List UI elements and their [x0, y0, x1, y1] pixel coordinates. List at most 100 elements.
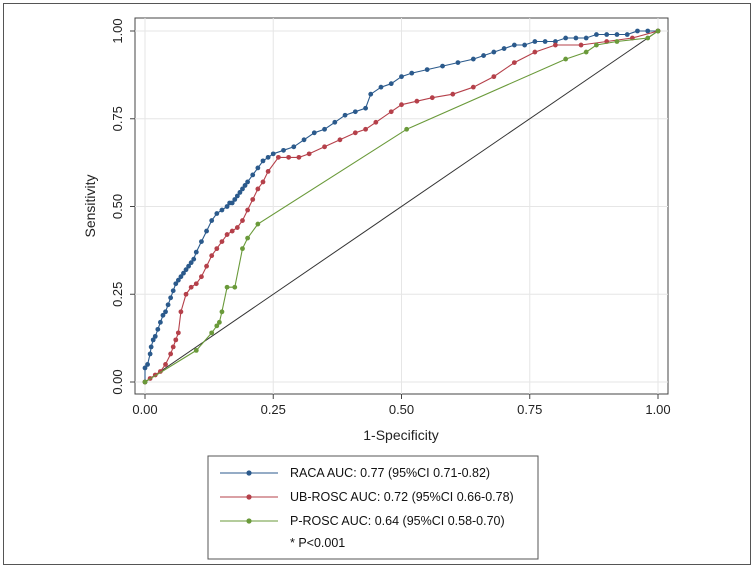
reference-line	[144, 30, 659, 383]
point-raca-35	[242, 183, 248, 188]
point-ub-rosc-18	[224, 232, 230, 237]
y-tick-label-3: 0.75	[110, 106, 125, 131]
point-ub-rosc-14	[204, 263, 209, 269]
point-raca-71	[594, 32, 599, 37]
x-tick-label-1: 0.25	[261, 402, 286, 417]
point-raca-63	[511, 42, 517, 48]
point-raca-60	[481, 53, 486, 58]
point-raca-1	[142, 365, 148, 371]
axes: 0.00 0.25 0.50 0.75 1.00 0.00 0.25 0.50 0.75 1.00	[110, 18, 671, 417]
point-raca-5	[150, 337, 156, 343]
point-raca-23	[199, 239, 204, 245]
point-raca-28	[224, 204, 230, 209]
point-raca-47	[332, 119, 338, 125]
point-ub-rosc-35	[373, 119, 379, 125]
x-tick-label-0: 0.00	[132, 402, 157, 417]
point-raca-57	[440, 63, 445, 69]
point-ub-rosc-25	[260, 179, 266, 185]
point-raca-37	[250, 172, 256, 178]
point-raca-33	[237, 190, 243, 195]
point-ub-rosc-6	[170, 344, 176, 350]
point-raca-13	[170, 288, 176, 294]
legend-entry-p-rosc: P-ROSC AUC: 0.64 (95%CI 0.58-0.70)	[220, 514, 505, 528]
point-ub-rosc-29	[296, 154, 302, 160]
point-raca-32	[234, 193, 240, 199]
y-tick-label-2: 0.50	[110, 194, 125, 219]
point-raca-76	[645, 28, 651, 34]
point-raca-12	[168, 295, 174, 301]
point-raca-39	[260, 158, 266, 164]
point-raca-64	[522, 42, 528, 48]
point-ub-rosc-17	[219, 239, 225, 245]
point-raca-24	[204, 228, 209, 234]
legend-label-raca: RACA AUC: 0.77 (95%CI 0.71-0.82)	[290, 466, 490, 480]
point-ub-rosc-39	[429, 95, 435, 101]
point-raca-9	[160, 312, 166, 318]
gridlines	[135, 18, 668, 394]
point-raca-41	[270, 151, 276, 157]
series-p-rosc	[142, 28, 661, 385]
point-raca-18	[183, 267, 189, 273]
point-raca-6	[152, 333, 158, 339]
y-tick-label-1: 0.25	[110, 282, 125, 307]
point-raca-46	[322, 126, 327, 132]
point-ub-rosc-42	[491, 74, 497, 80]
point-ub-rosc-22	[245, 207, 251, 213]
point-raca-20	[188, 260, 194, 266]
point-ub-rosc-12	[193, 281, 199, 287]
point-raca-45	[311, 130, 317, 136]
point-raca-66	[542, 39, 548, 44]
x-tick-label-4: 1.00	[645, 402, 670, 417]
legend: RACA AUC: 0.77 (95%CI 0.71-0.82) UB-ROSC…	[207, 455, 539, 560]
point-ub-rosc-27	[275, 154, 281, 160]
point-raca-50	[363, 105, 368, 111]
point-ub-rosc-26	[265, 169, 271, 174]
point-raca-51	[368, 91, 374, 97]
point-raca-2	[145, 362, 150, 367]
point-raca-48	[342, 112, 348, 118]
point-ub-rosc-33	[352, 130, 358, 136]
point-p-rosc-0	[142, 379, 148, 385]
point-raca-15	[175, 277, 181, 283]
point-ub-rosc-9	[178, 309, 184, 315]
point-raca-44	[301, 137, 307, 143]
point-ub-rosc-45	[553, 42, 558, 48]
point-raca-36	[245, 179, 251, 185]
point-raca-56	[424, 67, 430, 73]
point-raca-21	[191, 256, 197, 262]
footnote: * P<0.001	[290, 536, 345, 550]
point-p-rosc-5	[219, 309, 225, 315]
point-raca-4	[148, 344, 154, 350]
point-raca-55	[409, 70, 415, 76]
point-raca-54	[399, 74, 404, 80]
point-ub-rosc-41	[470, 84, 476, 90]
point-ub-rosc-19	[229, 228, 235, 234]
point-raca-74	[624, 32, 630, 37]
point-p-rosc-8	[240, 246, 245, 252]
point-p-rosc-7	[232, 284, 238, 290]
point-ub-rosc-13	[199, 274, 204, 280]
point-raca-31	[232, 197, 238, 202]
point-p-rosc-13	[583, 49, 589, 55]
series-group	[142, 28, 661, 385]
point-ub-rosc-28	[286, 154, 292, 160]
point-ub-rosc-44	[532, 49, 538, 55]
point-raca-40	[265, 154, 271, 160]
point-p-rosc-15	[614, 39, 620, 44]
point-raca-10	[163, 309, 168, 315]
point-raca-53	[388, 81, 394, 87]
y-axis-label: Sensitivity	[82, 174, 98, 237]
point-ub-rosc-20	[234, 225, 240, 230]
point-raca-14	[173, 281, 179, 287]
point-raca-22	[193, 249, 199, 255]
point-ub-rosc-5	[168, 351, 174, 357]
point-ub-rosc-8	[175, 330, 181, 336]
point-raca-17	[181, 270, 186, 276]
point-raca-65	[532, 39, 538, 44]
point-raca-70	[583, 35, 589, 41]
point-ub-rosc-4	[163, 362, 168, 367]
point-raca-27	[219, 207, 225, 213]
point-p-rosc-14	[594, 42, 599, 48]
point-ub-rosc-37	[399, 102, 404, 108]
point-ub-rosc-38	[414, 98, 420, 104]
